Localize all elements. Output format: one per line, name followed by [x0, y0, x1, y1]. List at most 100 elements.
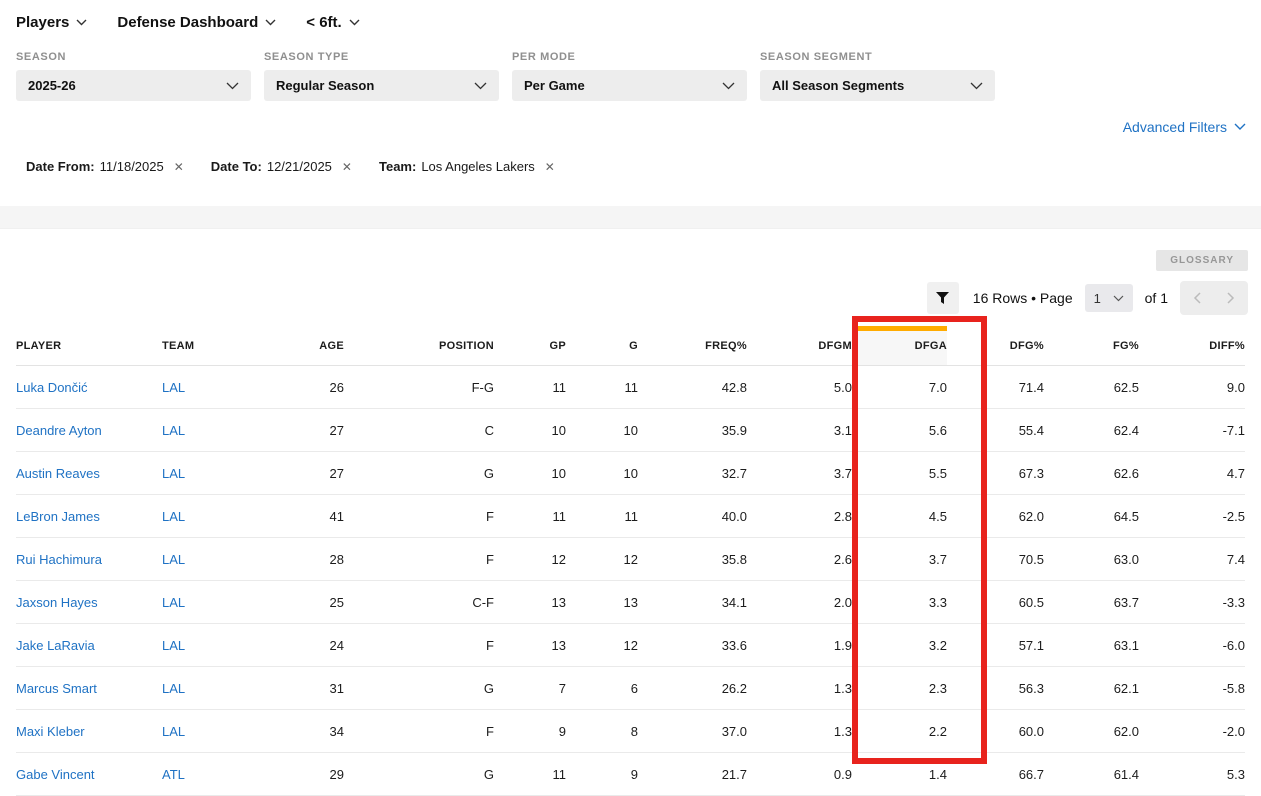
- season-type-select-value: Regular Season: [276, 78, 375, 93]
- cell-gp: 11: [494, 752, 566, 796]
- cell-fg: 64.5: [1044, 494, 1139, 538]
- cell-age: 28: [282, 537, 344, 581]
- cell-position: G: [344, 752, 494, 796]
- page-of-text: of 1: [1144, 290, 1168, 306]
- prev-page-button[interactable]: [1193, 292, 1201, 304]
- chevron-down-icon: [349, 19, 360, 26]
- column-header-team[interactable]: TEAM: [162, 326, 282, 366]
- table-row: Maxi Kleber LAL 34 F 9 8 37.0 1.3 2.2 60.0 62.0 -2.…: [16, 709, 1245, 753]
- team-link[interactable]: LAL: [162, 423, 186, 438]
- column-header-fg[interactable]: FG%: [1044, 326, 1139, 366]
- cell-fg: 63.1: [1044, 623, 1139, 667]
- cell-team: LAL: [162, 365, 282, 409]
- funnel-icon: [936, 292, 950, 304]
- chip-team-value: Los Angeles Lakers: [421, 159, 535, 174]
- chip-date-to: Date To: 12/21/2025 ✕: [211, 159, 352, 174]
- player-link[interactable]: Luka Dončić: [16, 380, 88, 395]
- cell-dfgm: 2.0: [747, 580, 852, 624]
- chip-date-from-value: 11/18/2025: [99, 159, 164, 174]
- page-select[interactable]: 1: [1084, 284, 1133, 312]
- column-header-position[interactable]: POSITION: [344, 326, 494, 366]
- player-link[interactable]: Marcus Smart: [16, 681, 97, 696]
- glossary-row: GLOSSARY: [0, 229, 1261, 271]
- cell-dfga: 4.5: [852, 494, 947, 538]
- column-header-dfg[interactable]: DFG%: [947, 326, 1044, 366]
- cell-diff: -2.5: [1139, 494, 1245, 538]
- per-mode-select[interactable]: Per Game: [512, 70, 747, 101]
- cell-diff: -2.0: [1139, 709, 1245, 753]
- column-header-age[interactable]: AGE: [282, 326, 344, 366]
- team-link[interactable]: LAL: [162, 724, 186, 739]
- player-link[interactable]: Jaxson Hayes: [16, 595, 98, 610]
- column-header-dfga[interactable]: DFGA: [852, 326, 947, 366]
- cell-player: Jaxson Hayes: [16, 580, 162, 624]
- nav-players-dropdown[interactable]: Players: [16, 14, 87, 31]
- table-header-row: PLAYER TEAM AGE POSITION GP G FREQ% DFGM DFGA DFG…: [16, 326, 1245, 366]
- team-link[interactable]: LAL: [162, 595, 186, 610]
- cell-dfg: 66.7: [947, 752, 1044, 796]
- column-filter-button[interactable]: [926, 282, 959, 314]
- cell-fg: 62.1: [1044, 666, 1139, 710]
- season-select[interactable]: 2025-26: [16, 70, 251, 101]
- player-link[interactable]: Gabe Vincent: [16, 767, 95, 782]
- cell-dfga: 2.2: [852, 709, 947, 753]
- cell-player: LeBron James: [16, 494, 162, 538]
- column-header-freq[interactable]: FREQ%: [638, 326, 747, 366]
- chip-date-from-label: Date From:: [26, 159, 95, 174]
- per-mode-select-value: Per Game: [524, 78, 585, 93]
- close-icon[interactable]: ✕: [341, 159, 352, 174]
- nav-dashboard-dropdown[interactable]: Defense Dashboard: [117, 14, 276, 31]
- cell-diff: -6.0: [1139, 623, 1245, 667]
- table-body: Luka Dončić LAL 26 F-G 11 11 42.8 5.0 7.0 71.4 62.…: [16, 365, 1245, 796]
- column-header-dfgm[interactable]: DFGM: [747, 326, 852, 366]
- team-link[interactable]: LAL: [162, 509, 186, 524]
- cell-player: Marcus Smart: [16, 666, 162, 710]
- team-link[interactable]: LAL: [162, 638, 186, 653]
- chip-date-to-value: 12/21/2025: [266, 159, 332, 174]
- filter-chips: Date From: 11/18/2025 ✕ Date To: 12/21/2…: [0, 135, 1261, 174]
- team-link[interactable]: LAL: [162, 380, 186, 395]
- chevron-down-icon: [265, 19, 276, 26]
- cell-team: LAL: [162, 494, 282, 538]
- cell-freq: 37.0: [638, 709, 747, 753]
- cell-position: F: [344, 494, 494, 538]
- chevron-down-icon: [474, 82, 487, 90]
- cell-dfga: 3.2: [852, 623, 947, 667]
- cell-dfg: 70.5: [947, 537, 1044, 581]
- team-link[interactable]: LAL: [162, 552, 186, 567]
- chevron-down-icon: [226, 82, 239, 90]
- player-link[interactable]: Deandre Ayton: [16, 423, 102, 438]
- player-link[interactable]: Austin Reaves: [16, 466, 100, 481]
- close-icon[interactable]: ✕: [544, 159, 555, 174]
- cell-gp: 11: [494, 494, 566, 538]
- table-row: Jake LaRavia LAL 24 F 13 12 33.6 1.9 3.2 57.1 63.1…: [16, 623, 1245, 667]
- column-header-gp[interactable]: GP: [494, 326, 566, 366]
- advanced-filters-toggle[interactable]: Advanced Filters: [1123, 119, 1246, 135]
- cell-diff: 9.0: [1139, 365, 1245, 409]
- table-row: Gabe Vincent ATL 29 G 11 9 21.7 0.9 1.4 66.7 61.4 5…: [16, 752, 1245, 796]
- team-link[interactable]: LAL: [162, 681, 186, 696]
- team-link[interactable]: ATL: [162, 767, 185, 782]
- season-segment-label: SEASON SEGMENT: [760, 51, 873, 63]
- player-link[interactable]: LeBron James: [16, 509, 100, 524]
- team-link[interactable]: LAL: [162, 466, 186, 481]
- next-page-button[interactable]: [1227, 292, 1235, 304]
- cell-position: F: [344, 537, 494, 581]
- table-row: Rui Hachimura LAL 28 F 12 12 35.8 2.6 3.7 70.5 63.…: [16, 537, 1245, 581]
- cell-fg: 62.4: [1044, 408, 1139, 452]
- season-type-select[interactable]: Regular Season: [264, 70, 499, 101]
- season-segment-select[interactable]: All Season Segments: [760, 70, 995, 101]
- cell-dfg: 55.4: [947, 408, 1044, 452]
- column-header-g[interactable]: G: [566, 326, 638, 366]
- close-icon[interactable]: ✕: [173, 159, 184, 174]
- player-link[interactable]: Maxi Kleber: [16, 724, 85, 739]
- glossary-button[interactable]: GLOSSARY: [1156, 250, 1248, 271]
- player-link[interactable]: Jake LaRavia: [16, 638, 95, 653]
- column-header-player[interactable]: PLAYER: [16, 326, 162, 366]
- nav-distance-dropdown[interactable]: < 6ft.: [306, 14, 360, 31]
- cell-dfga: 3.7: [852, 537, 947, 581]
- player-link[interactable]: Rui Hachimura: [16, 552, 102, 567]
- cell-g: 6: [566, 666, 638, 710]
- advanced-filters-row: Advanced Filters: [0, 101, 1261, 135]
- column-header-diff[interactable]: DIFF%: [1139, 326, 1245, 366]
